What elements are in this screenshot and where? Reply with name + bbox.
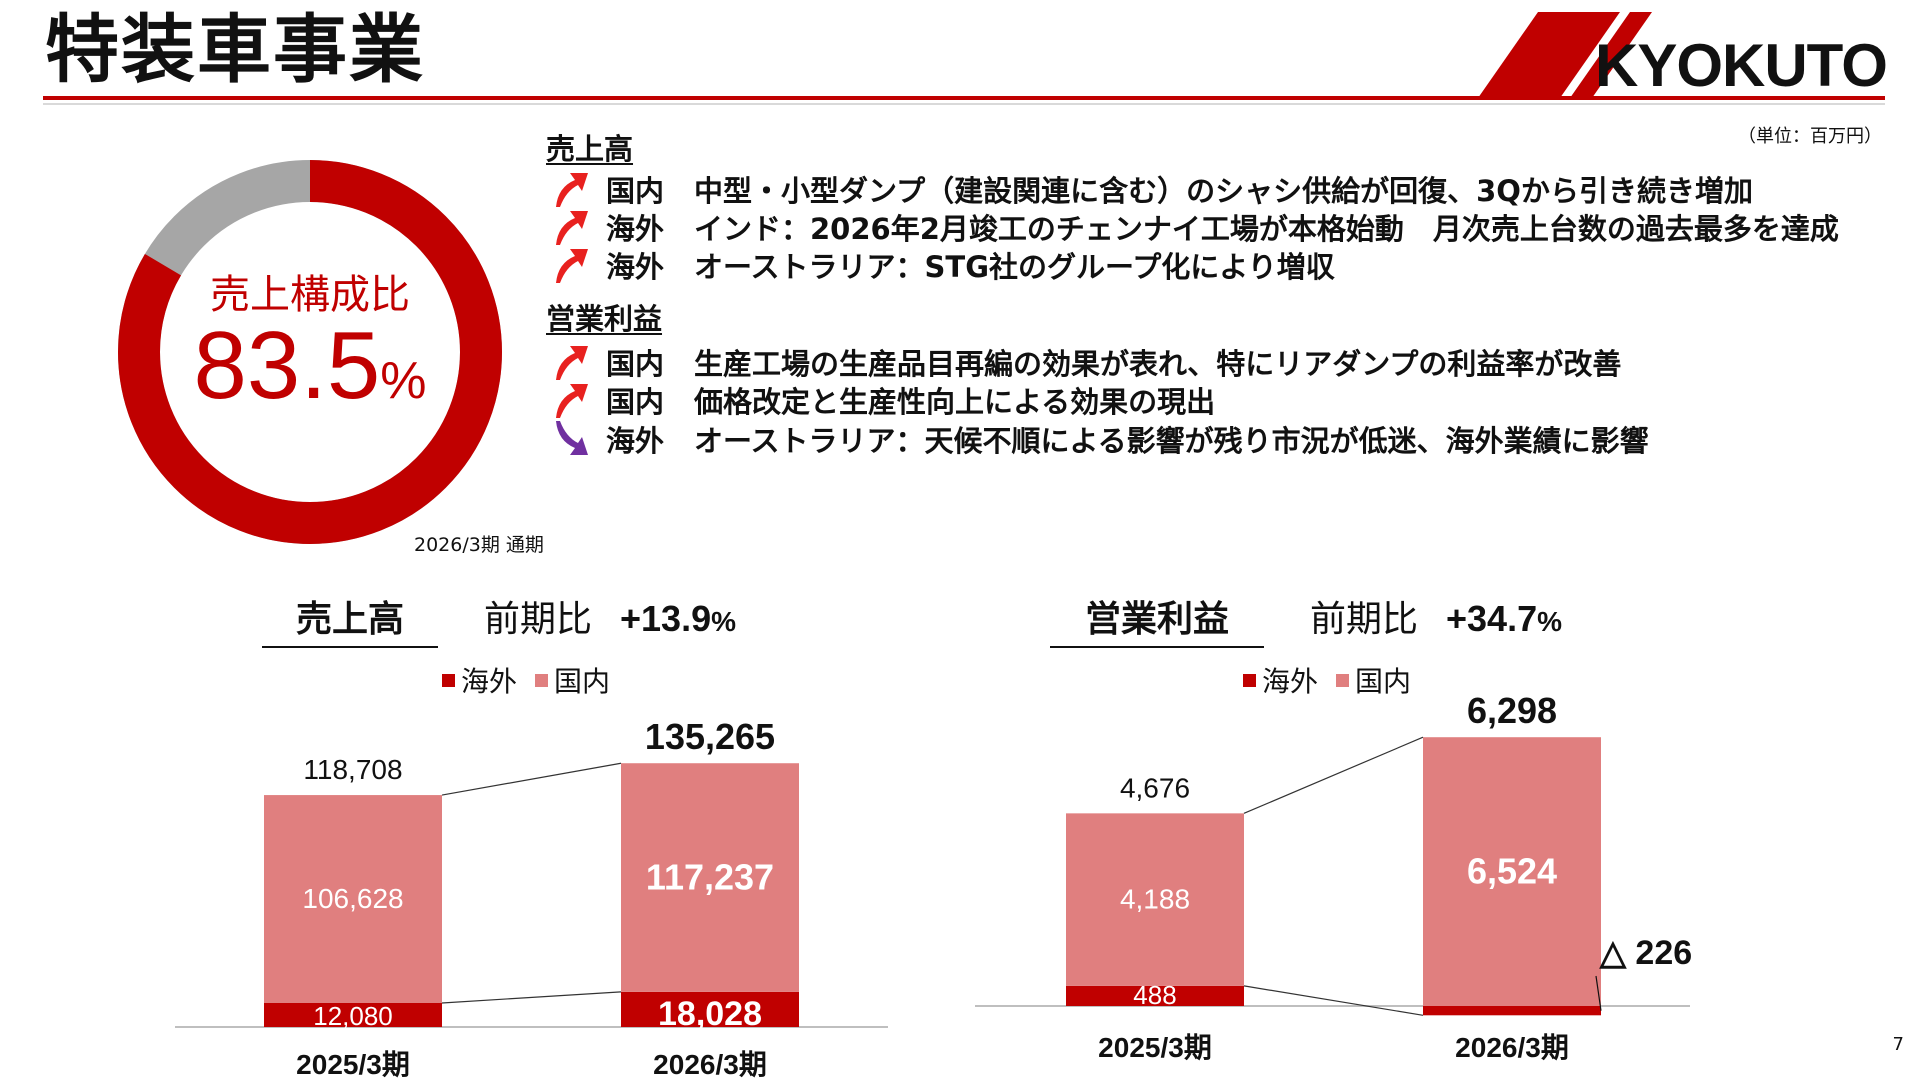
composition-donut	[118, 160, 502, 544]
donut-share-segment	[118, 160, 502, 544]
bar-domestic	[1423, 737, 1601, 1006]
legend-item-overseas: 海外	[1243, 660, 1318, 700]
title-divider-shadow	[43, 103, 1885, 105]
legend-label: 国内	[1355, 665, 1412, 698]
sales-chart-title: 売上高	[262, 590, 438, 648]
bullet-region: 国内	[606, 385, 665, 419]
bullet-text: 価格改定と生産性向上による効果の現出	[694, 385, 1216, 419]
legend-swatch	[535, 673, 549, 687]
data-label-domestic: 6,524	[1467, 851, 1557, 892]
logo-text: KYOKUTO	[1595, 32, 1888, 99]
bullet-text: オーストラリア：天候不順による影響が残り市況が低迷、海外業績に影響	[694, 424, 1649, 458]
bullet-item: 国内 価格改定と生産性向上による効果の現出	[548, 381, 1215, 419]
data-label-domestic: 4,188	[1120, 884, 1190, 915]
section-heading-sales: 売上高	[546, 132, 634, 166]
bar-domestic	[621, 763, 799, 992]
data-label-total: 135,265	[645, 716, 775, 757]
period-label: 2026/3期 通期	[414, 534, 544, 556]
label-leader-line	[1595, 975, 1602, 1011]
arrow-down-icon	[556, 421, 588, 455]
arrow-up-icon	[556, 346, 588, 380]
x-tick-label: 2026/3期	[1455, 1032, 1569, 1063]
profit-change: +34.7%	[1446, 598, 1562, 639]
kyokuto-logo	[1478, 12, 1652, 98]
composition-value-number: 83.5	[193, 312, 381, 419]
arrow-up-icon	[556, 249, 588, 283]
legend-item-overseas: 海外	[442, 660, 517, 700]
profit-chart-title: 営業利益	[1050, 590, 1264, 648]
title-divider	[43, 96, 1885, 100]
sales-comparison-label: 前期比	[484, 599, 593, 640]
bullet-text: インド：2026年2月竣工のチェンナイ工場が本格始動 月次売上台数の過去最多を達…	[694, 212, 1839, 246]
bullet-region: 国内	[606, 174, 665, 208]
profit-change-value: +34.7	[1446, 598, 1538, 639]
data-label-total: 118,708	[303, 754, 402, 785]
connector-line-top	[441, 762, 622, 796]
arrow-up-icon	[556, 173, 588, 207]
legend-item-domestic: 国内	[1336, 660, 1411, 700]
profit-comparison-label: 前期比	[1310, 599, 1419, 640]
legend-swatch	[442, 673, 455, 687]
section-heading-profit: 営業利益	[546, 302, 663, 336]
connector-line-bottom	[1243, 985, 1424, 1016]
profit-chart-header: 営業利益 前期比 +34.7%	[1050, 590, 1562, 648]
data-label-domestic: 117,237	[646, 857, 774, 898]
connector-line-top	[1243, 736, 1424, 814]
sales-change-unit: %	[711, 606, 737, 637]
bar-overseas	[1423, 1006, 1601, 1016]
bullet-region: 海外	[606, 250, 665, 284]
legend-item-domestic: 国内	[535, 660, 610, 700]
profit-legend: 海外 国内	[1243, 660, 1429, 700]
bullet-text: オーストラリア：STG社のグループ化により増収	[694, 250, 1335, 284]
profit-change-unit: %	[1537, 606, 1563, 637]
sales-change-value: +13.9	[620, 598, 712, 639]
bullet-text: 生産工場の生産品目再編の効果が表れ、特にリアダンプの利益率が改善	[694, 347, 1622, 381]
bullet-item: 海外 オーストラリア：天候不順による影響が残り市況が低迷、海外業績に影響	[548, 420, 1649, 458]
bullet-item: 海外 オーストラリア：STG社のグループ化により増収	[548, 246, 1335, 284]
connector-line-bottom	[441, 991, 622, 1004]
bar-domestic	[1066, 813, 1244, 986]
bar-overseas	[1066, 985, 1244, 1006]
composition-value: 83.5%	[150, 316, 470, 431]
page-title: 特装車事業	[45, 7, 425, 93]
sales-chart-header: 売上高 前期比 +13.9%	[262, 590, 736, 648]
bullet-item: 国内 中型・小型ダンプ（建設関連に含む）のシャシ供給が回復、3Qから引き続き増加	[548, 170, 1753, 208]
composition-label: 売上構成比	[210, 272, 410, 318]
bullet-region: 海外	[606, 424, 665, 458]
data-label-total: 6,298	[1467, 690, 1557, 731]
sales-change: +13.9%	[620, 598, 736, 639]
bullet-region: 国内	[606, 347, 665, 381]
data-label-overseas: △ 226	[1599, 934, 1692, 972]
bar-overseas	[264, 1003, 442, 1027]
data-label-overseas: 488	[1133, 980, 1176, 1010]
bar-domestic	[264, 795, 442, 1003]
x-tick-label: 2025/3期	[1098, 1032, 1212, 1063]
bar-overseas	[621, 991, 799, 1027]
arrow-up-icon	[556, 211, 588, 245]
bullet-region: 海外	[606, 212, 665, 246]
composition-value-unit: %	[380, 352, 427, 410]
unit-label: （単位：百万円）	[1738, 126, 1882, 147]
bullet-item: 国内 生産工場の生産品目再編の効果が表れ、特にリアダンプの利益率が改善	[548, 343, 1621, 381]
legend-swatch	[1336, 673, 1350, 687]
data-label-domestic: 106,628	[302, 883, 403, 914]
x-tick-label: 2025/3期	[296, 1049, 410, 1080]
legend-swatch	[1243, 673, 1256, 687]
legend-label: 国内	[554, 665, 611, 698]
data-label-overseas: 12,080	[313, 1001, 393, 1031]
x-tick-label: 2026/3期	[653, 1049, 767, 1080]
bullet-item: 海外 インド：2026年2月竣工のチェンナイ工場が本格始動 月次売上台数の過去最…	[548, 208, 1839, 246]
legend-label: 海外	[461, 665, 518, 698]
legend-label: 海外	[1262, 665, 1319, 698]
data-label-overseas: 18,028	[658, 995, 762, 1033]
page-number: 7	[1892, 1034, 1904, 1055]
arrow-up-icon	[556, 384, 588, 418]
sales-legend: 海外 国内	[442, 660, 628, 700]
bullet-text: 中型・小型ダンプ（建設関連に含む）のシャシ供給が回復、3Qから引き続き増加	[694, 174, 1753, 208]
data-label-total: 4,676	[1120, 772, 1190, 803]
